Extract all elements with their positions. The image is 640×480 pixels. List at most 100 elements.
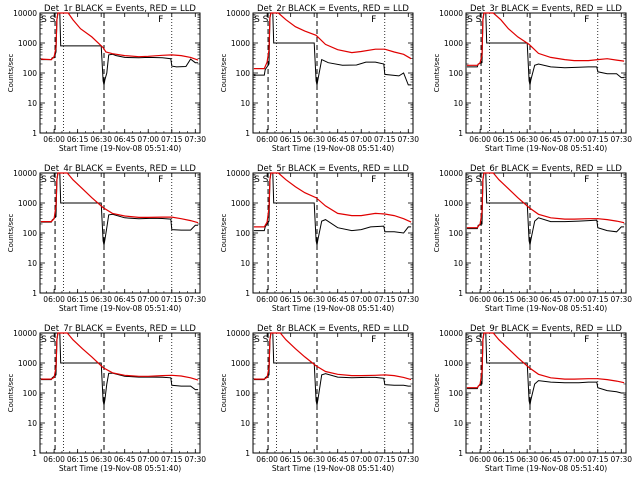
y-tick-label: 1000 bbox=[231, 199, 250, 208]
event-marker-label: S bbox=[50, 175, 56, 185]
y-tick-label: 10000 bbox=[439, 9, 463, 18]
chart-title: Det_1r BLACK = Events, RED = LLD bbox=[44, 4, 196, 14]
y-axis-label: Counts/sec bbox=[7, 374, 15, 413]
y-tick-label: 10 bbox=[453, 99, 463, 108]
event-marker-label: F bbox=[584, 175, 589, 185]
event-marker-label: S bbox=[41, 175, 47, 185]
y-axis-label: Counts/sec bbox=[433, 54, 441, 93]
series-line-lld bbox=[40, 172, 199, 224]
series-line-lld bbox=[253, 12, 412, 70]
x-tick-label: 06:15 bbox=[493, 455, 515, 464]
x-tick-label: 06:45 bbox=[540, 295, 562, 304]
plot-frame bbox=[39, 332, 201, 454]
chart-title: Det_2r BLACK = Events, RED = LLD bbox=[257, 4, 409, 14]
series-line-lld bbox=[40, 12, 199, 61]
x-tick-label: 06:45 bbox=[540, 455, 562, 464]
x-tick-label: 06:15 bbox=[67, 455, 89, 464]
x-tick-label: 06:00 bbox=[43, 135, 65, 144]
x-tick-label: 07:30 bbox=[397, 295, 419, 304]
series-line-events bbox=[253, 12, 412, 86]
y-tick-label: 1 bbox=[245, 289, 250, 298]
event-marker-label: F bbox=[371, 335, 376, 345]
x-axis-label: Start Time (19-Nov-08 05:51:40) bbox=[485, 304, 607, 313]
y-tick-label: 100 bbox=[23, 69, 38, 78]
x-axis-label: Start Time (19-Nov-08 05:51:40) bbox=[485, 464, 607, 473]
x-tick-label: 07:30 bbox=[610, 455, 632, 464]
x-tick-label: 07:30 bbox=[610, 135, 632, 144]
x-tick-label: 07:15 bbox=[161, 135, 183, 144]
series-line-lld bbox=[253, 172, 412, 228]
x-tick-label: 06:15 bbox=[493, 295, 515, 304]
y-axis-label: Counts/sec bbox=[220, 214, 228, 253]
y-axis-label: Counts/sec bbox=[7, 54, 15, 93]
y-tick-label: 1 bbox=[32, 289, 37, 298]
series-line-events bbox=[253, 332, 412, 406]
event-marker-label: S bbox=[254, 15, 260, 25]
y-tick-label: 10000 bbox=[13, 9, 37, 18]
y-tick-label: 10 bbox=[453, 259, 463, 268]
x-tick-label: 06:45 bbox=[114, 455, 136, 464]
y-tick-label: 1000 bbox=[231, 39, 250, 48]
chart-title: Det_6r BLACK = Events, RED = LLD bbox=[470, 164, 622, 174]
x-tick-label: 06:45 bbox=[327, 135, 349, 144]
y-tick-label: 10 bbox=[27, 419, 37, 428]
y-tick-label: 100 bbox=[236, 69, 251, 78]
chart-panel-2: Det_2r BLACK = Events, RED = LLD 1 10 100 10… bbox=[220, 4, 419, 153]
plot-frame bbox=[465, 172, 627, 294]
x-tick-label: 07:00 bbox=[563, 455, 585, 464]
y-tick-label: 10 bbox=[27, 259, 37, 268]
y-axis-label: Counts/sec bbox=[433, 374, 441, 413]
x-axis-label: Start Time (19-Nov-08 05:51:40) bbox=[59, 304, 181, 313]
y-tick-label: 10000 bbox=[13, 329, 37, 338]
y-tick-label: 10 bbox=[453, 419, 463, 428]
x-axis-label: Start Time (19-Nov-08 05:51:40) bbox=[272, 464, 394, 473]
y-tick-label: 10000 bbox=[13, 169, 37, 178]
x-tick-label: 06:30 bbox=[516, 135, 538, 144]
x-tick-label: 07:00 bbox=[137, 135, 159, 144]
x-tick-label: 07:00 bbox=[563, 295, 585, 304]
series-line-events bbox=[253, 172, 412, 246]
y-axis-label: Counts/sec bbox=[220, 374, 228, 413]
x-tick-label: 07:15 bbox=[374, 135, 396, 144]
event-marker-label: F bbox=[584, 335, 589, 345]
x-tick-label: 07:15 bbox=[587, 295, 609, 304]
event-marker-label: S bbox=[263, 15, 269, 25]
event-marker-label: S bbox=[50, 335, 56, 345]
x-tick-label: 06:15 bbox=[280, 135, 302, 144]
x-tick-label: 06:30 bbox=[90, 135, 112, 144]
x-tick-label: 07:30 bbox=[184, 135, 206, 144]
x-tick-label: 07:15 bbox=[587, 135, 609, 144]
x-tick-label: 07:00 bbox=[137, 455, 159, 464]
y-tick-label: 1 bbox=[458, 449, 463, 458]
plot-frame bbox=[252, 12, 414, 134]
y-tick-label: 1000 bbox=[18, 199, 37, 208]
chart-title: Det_8r BLACK = Events, RED = LLD bbox=[257, 324, 409, 334]
x-tick-label: 06:00 bbox=[256, 135, 278, 144]
x-tick-label: 06:00 bbox=[43, 295, 65, 304]
event-marker-label: S bbox=[467, 15, 473, 25]
x-tick-label: 06:45 bbox=[114, 135, 136, 144]
x-tick-label: 06:00 bbox=[469, 135, 491, 144]
x-tick-label: 06:45 bbox=[327, 295, 349, 304]
plot-frame bbox=[465, 332, 627, 454]
series-line-lld bbox=[466, 172, 625, 229]
chart-title: Det_4r BLACK = Events, RED = LLD bbox=[44, 164, 196, 174]
event-marker-label: F bbox=[371, 15, 376, 25]
y-tick-label: 1000 bbox=[444, 199, 463, 208]
y-tick-label: 10000 bbox=[439, 169, 463, 178]
event-marker-label: S bbox=[476, 15, 482, 25]
series-line-lld bbox=[466, 332, 625, 389]
plot-frame bbox=[252, 172, 414, 294]
chart-panel-9: Det_9r BLACK = Events, RED = LLD 1 10 100 10… bbox=[433, 324, 632, 473]
y-tick-label: 1 bbox=[32, 129, 37, 138]
y-tick-label: 100 bbox=[23, 389, 38, 398]
x-tick-label: 07:00 bbox=[137, 295, 159, 304]
x-tick-label: 06:00 bbox=[43, 455, 65, 464]
x-tick-label: 07:00 bbox=[350, 455, 372, 464]
y-tick-label: 1000 bbox=[18, 39, 37, 48]
y-tick-label: 1 bbox=[458, 289, 463, 298]
x-tick-label: 07:00 bbox=[350, 135, 372, 144]
series-line-events bbox=[40, 12, 199, 86]
y-axis-label: Counts/sec bbox=[220, 54, 228, 93]
